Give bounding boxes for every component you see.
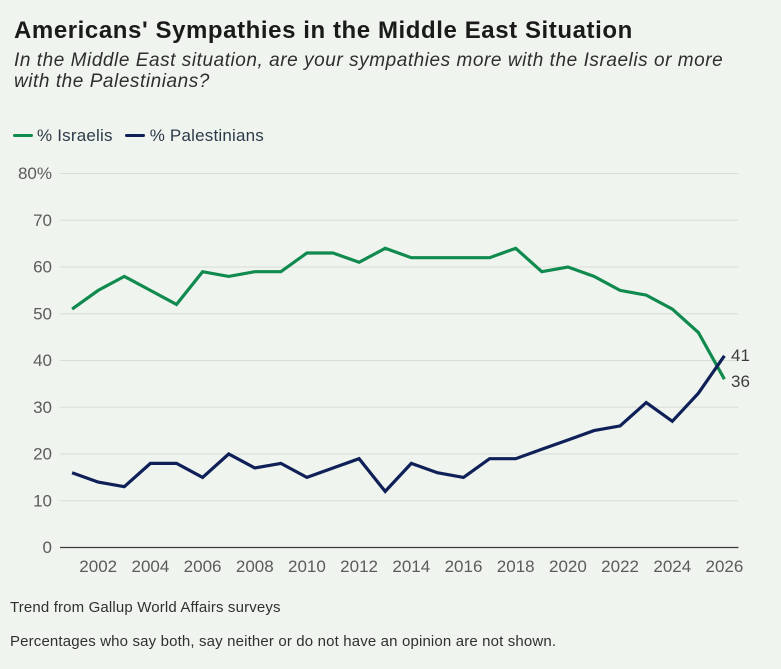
svg-text:70: 70 <box>33 211 52 230</box>
svg-text:2018: 2018 <box>497 557 535 576</box>
svg-text:36: 36 <box>731 372 750 391</box>
svg-text:20: 20 <box>33 445 52 464</box>
svg-text:60: 60 <box>33 258 52 277</box>
svg-text:2004: 2004 <box>131 557 169 576</box>
svg-text:80%: 80% <box>18 164 52 183</box>
svg-text:2024: 2024 <box>653 557 691 576</box>
svg-text:2014: 2014 <box>392 557 430 576</box>
svg-text:0: 0 <box>43 538 52 557</box>
svg-text:30: 30 <box>33 398 52 417</box>
svg-text:2012: 2012 <box>340 557 378 576</box>
svg-text:2016: 2016 <box>445 557 483 576</box>
svg-text:2026: 2026 <box>705 557 743 576</box>
svg-text:2006: 2006 <box>184 557 222 576</box>
svg-text:2002: 2002 <box>79 557 117 576</box>
svg-text:10: 10 <box>33 491 52 510</box>
svg-text:2022: 2022 <box>601 557 639 576</box>
svg-text:2020: 2020 <box>549 557 587 576</box>
svg-text:2008: 2008 <box>236 557 274 576</box>
svg-text:2010: 2010 <box>288 557 326 576</box>
svg-text:50: 50 <box>33 304 52 323</box>
svg-text:40: 40 <box>33 351 52 370</box>
svg-text:41: 41 <box>731 346 750 365</box>
